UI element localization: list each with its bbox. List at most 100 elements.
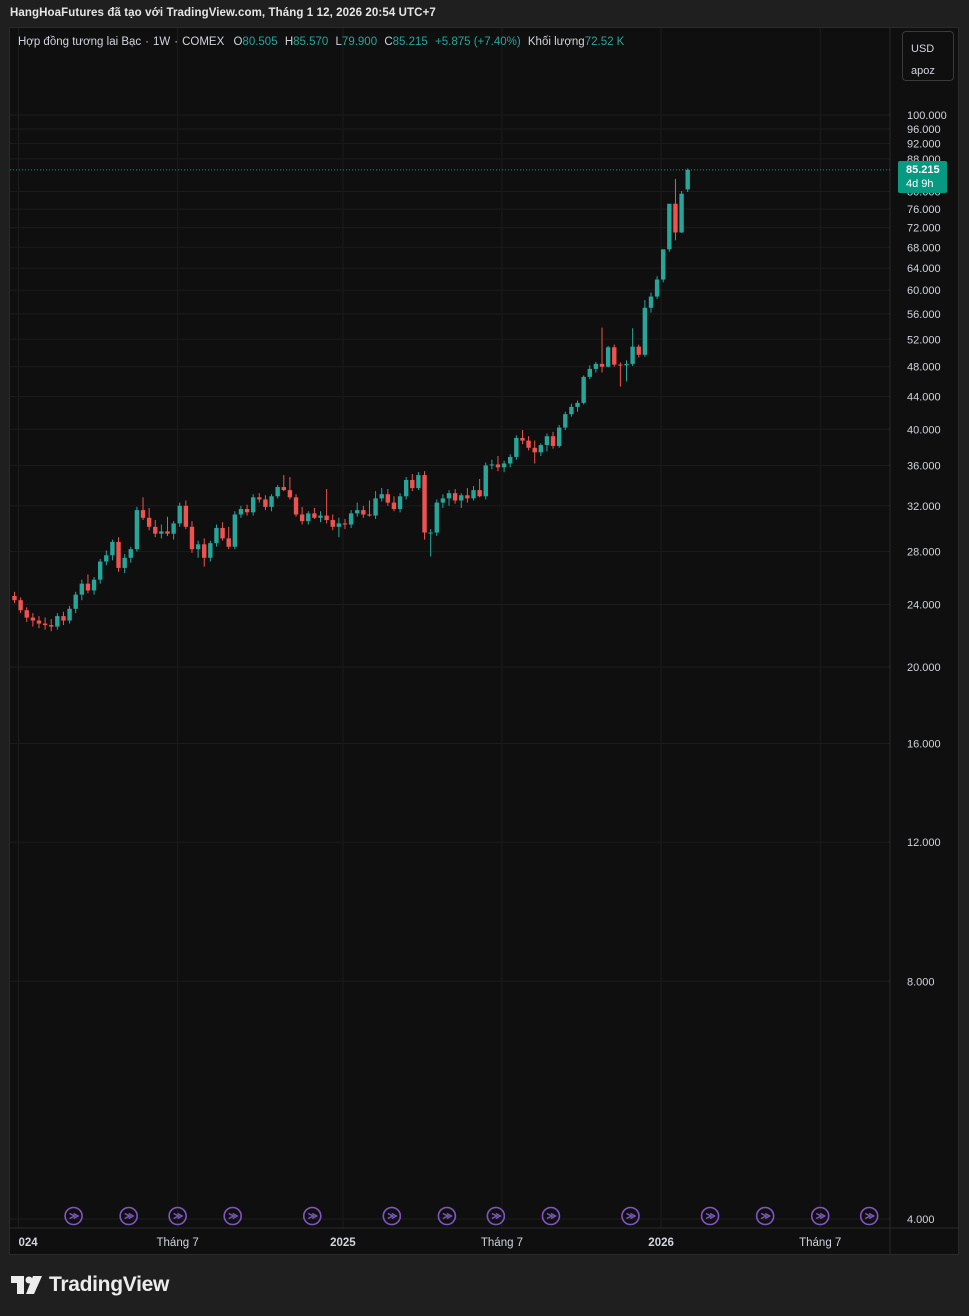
candle-body: [569, 406, 574, 415]
event-marker-icon: [486, 1206, 506, 1226]
event-marker-arrow: [173, 1212, 184, 1220]
candle-body: [397, 496, 403, 510]
legend-close: 85.215: [392, 36, 428, 48]
legend-open-label: O: [233, 36, 243, 48]
candle-body: [275, 487, 280, 497]
chart-background: [10, 28, 958, 1254]
candle-body: [385, 494, 391, 503]
candle-body: [226, 538, 231, 547]
candlestick-chart[interactable]: 4.000 8.000 12.000 16.000 20.000 24.000 28.000…: [10, 28, 958, 1254]
event-marker-icon: [621, 1206, 640, 1226]
chart-panel[interactable]: 4.000 8.000 12.000 16.000 20.000 24.000 28.000…: [9, 27, 959, 1255]
candle-body: [532, 447, 537, 453]
candle-body: [654, 279, 660, 297]
legend-high-label: H: [284, 36, 294, 48]
candle-body: [538, 445, 544, 453]
candle-body: [220, 527, 225, 539]
candle-body: [257, 497, 262, 500]
candle-body: [177, 505, 182, 524]
y-tick-label: 8.000: [907, 976, 935, 988]
candle-body: [116, 541, 121, 568]
candle-body: [514, 437, 519, 457]
candle-body: [459, 495, 464, 501]
candle-body: [508, 456, 513, 464]
y-tick-label: 36.000: [907, 460, 941, 472]
legend-symbol[interactable]: Hợp đồng tương lai Bạc: [18, 36, 142, 48]
legend-low: 79.900: [341, 36, 378, 48]
event-marker-arrow: [815, 1212, 827, 1220]
candle-body: [183, 505, 189, 527]
candle-body: [661, 249, 666, 280]
currency-unit-selector[interactable]: USD apoz: [902, 31, 954, 81]
candle-body: [232, 514, 238, 547]
legend-open: 80.505: [242, 36, 278, 48]
x-tick-label: Tháng 7: [481, 1237, 523, 1249]
candle-body: [214, 527, 219, 544]
candle-body: [348, 513, 354, 525]
legend-volume: 72.52 K: [584, 36, 625, 48]
candle-body: [581, 376, 586, 403]
candle-body: [391, 502, 397, 510]
candle-body: [379, 494, 384, 499]
candle-body: [342, 523, 348, 525]
event-marker-icon: [755, 1206, 775, 1226]
candle-body: [685, 169, 690, 190]
candle-body: [312, 513, 317, 518]
candle-body: [446, 493, 452, 499]
event-marker-arrow: [626, 1212, 637, 1220]
y-tick-label: 72.000: [907, 223, 941, 235]
candle-body: [330, 520, 335, 527]
candle-body: [575, 402, 580, 407]
candle-body: [452, 493, 458, 501]
candle-body: [477, 490, 482, 497]
candle-body: [171, 523, 176, 534]
candle-body: [563, 414, 568, 428]
unit-mode-label: apoz: [911, 65, 935, 77]
y-tick-label: 4.000: [907, 1214, 935, 1226]
candle-body: [336, 523, 342, 527]
candle-body: [416, 475, 421, 489]
tradingview-wordmark: TradingView: [49, 1273, 170, 1296]
currency-label: USD: [911, 43, 935, 55]
legend-low-label: L: [335, 36, 342, 48]
candle-body: [587, 368, 592, 377]
legend-interval[interactable]: 1W: [153, 36, 171, 48]
event-marker-arrow: [228, 1212, 239, 1220]
candle-body: [355, 510, 360, 514]
y-tick-label: 44.000: [907, 392, 941, 404]
candle-body: [624, 363, 629, 366]
candle-body: [42, 623, 48, 626]
event-marker-arrow: [387, 1212, 398, 1220]
candle-body: [679, 193, 684, 233]
candle-body: [159, 531, 164, 534]
candle-body: [140, 510, 146, 518]
candle-body: [544, 436, 550, 446]
y-tick-label: 68.000: [907, 242, 941, 254]
candle-body: [422, 475, 427, 533]
candle-body: [91, 579, 97, 591]
last-price-value: 85.215: [906, 163, 940, 176]
y-tick-label: 56.000: [907, 309, 941, 321]
event-marker-arrow: [491, 1212, 502, 1220]
candle-body: [526, 440, 531, 448]
event-marker-icon: [302, 1206, 322, 1226]
candle-body: [428, 532, 433, 534]
legend-volume-label: Khối lượng: [527, 36, 585, 48]
y-tick-label: 12.000: [907, 837, 941, 849]
legend-exchange: COMEX: [182, 36, 225, 48]
y-tick-label: 32.000: [907, 501, 941, 513]
candle-body: [202, 544, 207, 558]
candle-body: [618, 364, 623, 366]
candle-body: [73, 594, 78, 609]
y-tick-label: 52.000: [907, 334, 941, 346]
candle-body: [465, 495, 470, 499]
tradingview-logo[interactable]: TradingView: [11, 1272, 169, 1298]
event-marker-icon: [119, 1206, 138, 1226]
y-tick-label: 24.000: [907, 599, 941, 611]
candle-body: [250, 497, 256, 513]
candle-body: [599, 363, 605, 367]
candle-body: [648, 296, 654, 308]
candle-body: [550, 436, 556, 446]
x-tick-label: 2026: [648, 1237, 674, 1249]
event-marker-icon: [382, 1206, 402, 1226]
